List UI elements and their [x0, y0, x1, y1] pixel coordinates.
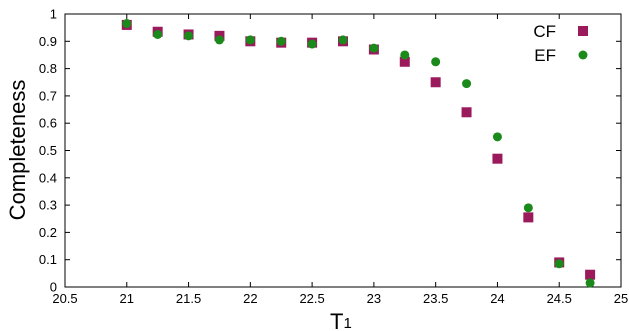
y-tick-label: 0.7 [39, 88, 57, 103]
legend-label-ef: EF [534, 46, 556, 65]
data-point-ef [400, 50, 410, 60]
x-tick-label: 21 [120, 291, 134, 306]
data-point-ef [554, 259, 564, 269]
y-tick-label: 0.2 [39, 225, 57, 240]
x-tick-label: 23 [367, 291, 381, 306]
data-point-ef [245, 35, 255, 45]
x-axis: 20.5 21 21.5 22 22.5 23 23.5 24 24.5 25 [52, 14, 628, 306]
data-point-ef [369, 43, 379, 53]
data-point-ef [122, 19, 132, 29]
x-tick-label: 24 [490, 291, 504, 306]
x-tick-label: 20.5 [52, 291, 77, 306]
data-point-ef [276, 36, 286, 46]
x-tick-label: 24.5 [547, 291, 572, 306]
data-point-ef [184, 31, 194, 41]
y-tick-label: 0 [50, 280, 57, 295]
x-tick-label: 23.5 [423, 291, 448, 306]
data-point-ef [338, 35, 348, 45]
data-point-ef [153, 29, 163, 39]
legend-label-cf: CF [533, 22, 556, 41]
data-point-cf [492, 153, 503, 164]
y-tick-label: 0.9 [39, 34, 57, 49]
data-point-ef [431, 57, 441, 67]
data-point-ef [214, 35, 224, 45]
data-point-ef [307, 39, 317, 49]
data-point-ef [523, 203, 533, 213]
data-point-cf [523, 212, 534, 223]
y-tick-label: 0.5 [39, 143, 57, 158]
legend-marker-cf [578, 26, 588, 36]
data-point-ef [585, 278, 595, 288]
y-tick-label: 1 [50, 7, 57, 22]
y-tick-label: 0.4 [39, 170, 57, 185]
data-points [121, 19, 596, 288]
y-tick-label: 0.8 [39, 61, 57, 76]
x-tick-label: 25 [614, 291, 628, 306]
y-axis-title: Completeness [5, 80, 30, 221]
data-point-cf [430, 77, 441, 88]
x-tick-label: 22 [243, 291, 257, 306]
y-tick-label: 0.1 [39, 252, 57, 267]
y-tick-label: 0.6 [39, 116, 57, 131]
x-tick-label: 22.5 [299, 291, 324, 306]
data-point-ef [462, 79, 472, 89]
x-axis-title-main: T [330, 309, 343, 331]
x-axis-title-subscript: 1 [343, 315, 351, 331]
data-point-cf [461, 107, 472, 118]
data-point-ef [492, 132, 502, 142]
y-tick-label: 0.3 [39, 198, 57, 213]
legend-marker-ef [578, 50, 588, 60]
y-axis: 0 0.1 0.2 0.3 0.4 0.5 0.6 0.7 0.8 0.9 1 [39, 7, 621, 295]
legend: CF EF [533, 22, 588, 65]
data-point-cf [585, 269, 596, 280]
x-tick-label: 21.5 [176, 291, 201, 306]
x-axis-title: T1 [330, 309, 352, 331]
data-point-cf [399, 56, 410, 67]
